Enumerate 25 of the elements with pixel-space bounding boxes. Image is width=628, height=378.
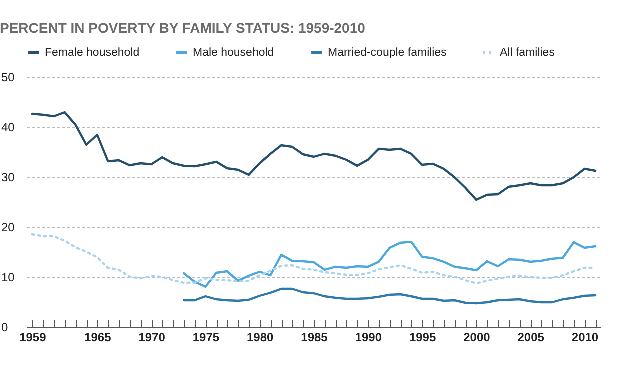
y-tick-label: 50: [2, 70, 16, 84]
y-tick-label: 0: [2, 320, 8, 334]
x-tick-label: 2000: [464, 330, 491, 344]
legend-label: Female household: [45, 47, 140, 59]
x-tick-label: 1995: [409, 330, 436, 344]
line-series: [182, 288, 597, 305]
y-tick-label: 10: [2, 270, 16, 284]
x-tick-label: 1975: [192, 330, 220, 344]
x-tick-label: 1990: [355, 330, 382, 344]
x-tick-label: 1980: [246, 330, 274, 344]
x-tick-label: 1965: [84, 330, 112, 344]
line-series: [182, 240, 597, 288]
x-tick-label: 2010: [572, 330, 599, 344]
x-tick-label: 1959: [20, 330, 47, 344]
y-tick-label: 30: [2, 170, 16, 184]
legend-label: Married-couple families: [328, 47, 448, 59]
y-tick-label: 40: [2, 120, 16, 134]
legend-label: Male household: [193, 47, 274, 59]
legend-label: All families: [500, 47, 556, 59]
line-series: [31, 111, 597, 202]
x-tick-label: 2005: [518, 330, 545, 344]
chart-title: PERCENT IN POVERTY BY FAMILY STATUS: 1959-2010: [0, 20, 366, 36]
y-tick-label: 20: [2, 220, 16, 234]
x-tick-label: 1970: [138, 330, 166, 344]
x-tick-label: 1985: [301, 330, 328, 344]
